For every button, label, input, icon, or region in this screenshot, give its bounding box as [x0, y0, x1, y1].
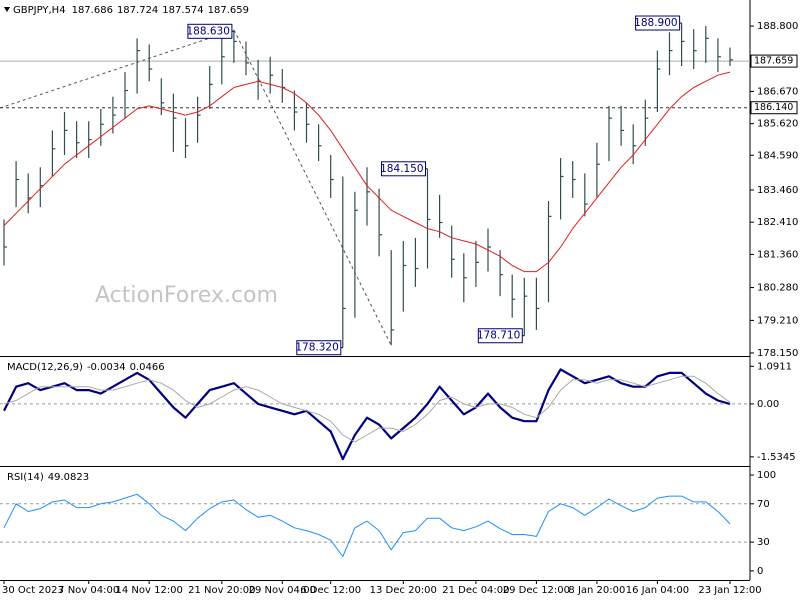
- extreme-label: 178.710: [477, 330, 520, 342]
- x-tick-label: 13 Dec 20:00: [370, 585, 437, 596]
- menu-arrow: [4, 7, 10, 12]
- y-tick-label: 181.360: [757, 249, 798, 260]
- indicator-name: MACD(12,26,9): [7, 362, 83, 373]
- extreme-label-box: [635, 15, 681, 31]
- panel-title: RSI(14) 49.0823: [7, 472, 89, 483]
- x-tick-label: 21 Dec 04:00: [442, 585, 509, 596]
- y-tick-label: 188.800: [757, 21, 798, 32]
- y-tick-label: 178.150: [757, 348, 798, 359]
- y-tick-label: 100: [757, 470, 776, 481]
- panel-title: MACD(12,26,9) -0.0034 0.0466: [7, 362, 165, 373]
- y-tick-label: 180.280: [757, 283, 798, 294]
- x-tick-label: 7 Nov 04:00: [58, 585, 119, 596]
- extreme-label-box: [381, 161, 426, 177]
- header-value: 187.686: [72, 5, 113, 16]
- y-tick-label: 0.00: [757, 399, 779, 410]
- moving-average: [3, 71, 731, 273]
- header-value: 187.574: [162, 5, 203, 16]
- x-tick-label: 6 Dec 12:00: [300, 585, 361, 596]
- y-tick-label: 0: [757, 566, 763, 577]
- y-tick-label: 179.210: [757, 315, 798, 326]
- trend-line: [0, 29, 235, 109]
- extreme-label: 184.150: [380, 163, 423, 175]
- y-tick-label: 30: [757, 537, 770, 548]
- x-tick-label: 29 Nov 04:00: [249, 585, 316, 596]
- price-label-box: [750, 101, 798, 115]
- price-label: 186.140: [754, 102, 793, 113]
- y-tick-label: 70: [757, 499, 770, 510]
- x-tick-label: 16 Jan 04:00: [626, 585, 689, 596]
- price-label: 187.659: [754, 56, 793, 67]
- watermark: ActionForex.com: [95, 283, 278, 308]
- x-tick-label: 30 Oct 2023: [2, 585, 64, 596]
- indicator-line: [3, 368, 731, 461]
- price-label-box: [750, 54, 798, 68]
- x-tick-label: 8 Jan 20:00: [568, 585, 625, 596]
- y-tick-label: 184.590: [757, 150, 798, 161]
- indicator-name: RSI(14): [7, 472, 44, 483]
- y-tick-label: -1.5345: [757, 452, 796, 463]
- header: GBPJPY,H4 187.686 187.724 187.574 187.659: [13, 5, 249, 16]
- x-tick-label: 23 Jan 12:00: [698, 585, 761, 596]
- extreme-label: 188.900: [634, 17, 677, 29]
- y-tick-label: 182.410: [757, 217, 798, 228]
- trend-line: [233, 29, 392, 346]
- y-tick-label: 185.620: [757, 119, 798, 130]
- header-value: 49.0823: [48, 472, 89, 483]
- y-tick-label: 183.460: [757, 185, 798, 196]
- header-value: 187.659: [208, 5, 249, 16]
- extreme-label-box: [296, 340, 342, 356]
- extreme-label: 178.320: [295, 342, 338, 354]
- header-value: 0.0466: [130, 362, 165, 373]
- y-tick-label: 186.670: [757, 86, 798, 97]
- y-tick-label: 1.0911: [757, 361, 792, 372]
- x-tick-label: 21 Nov 20:00: [188, 585, 255, 596]
- header-value: 187.724: [117, 5, 158, 16]
- extreme-label-box: [187, 23, 233, 39]
- indicator-line: [3, 375, 731, 443]
- indicator-line: [3, 493, 731, 557]
- x-tick-label: 14 Nov 12:00: [115, 585, 182, 596]
- extreme-label: 188.630: [186, 25, 229, 37]
- extreme-label-box: [477, 328, 523, 344]
- header-value: -0.0034: [87, 362, 126, 373]
- x-tick-label: 29 Dec 12:00: [503, 585, 570, 596]
- symbol: GBPJPY,H4: [13, 5, 66, 16]
